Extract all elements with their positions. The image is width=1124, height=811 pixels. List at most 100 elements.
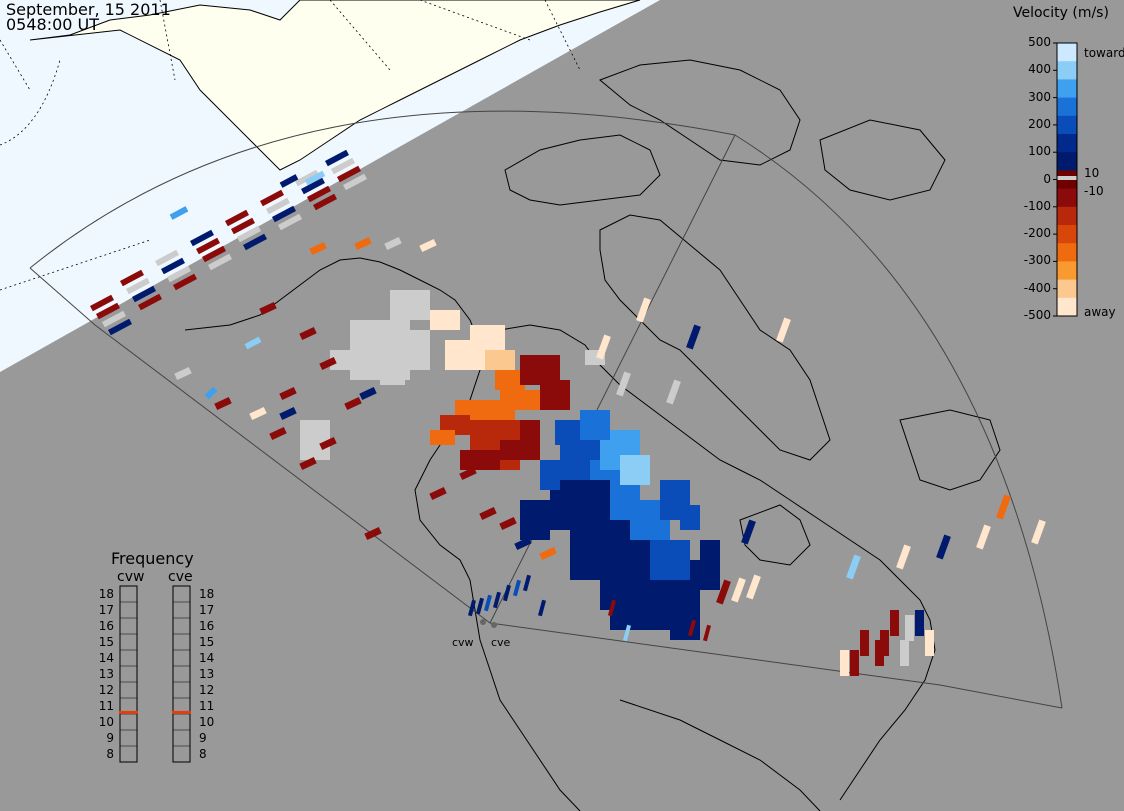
frequency-level-label: 12 <box>199 683 215 697</box>
colorbar-swatch <box>1057 225 1077 244</box>
frequency-level-label: 15 <box>199 635 215 649</box>
backscatter-cell <box>242 233 268 251</box>
frequency-level-label: 8 <box>199 747 207 761</box>
backscatter-cell <box>670 610 700 640</box>
backscatter-cell <box>616 371 631 397</box>
backscatter-cell <box>850 650 859 676</box>
frequency-marker <box>172 710 191 714</box>
backscatter-cell <box>319 436 337 451</box>
backscatter-cell <box>419 238 437 253</box>
backscatter-cell <box>154 249 180 267</box>
backscatter-cell <box>429 486 447 501</box>
backscatter-cell <box>430 310 460 330</box>
backscatter-cell <box>741 519 756 545</box>
backscatter-cell <box>230 217 256 235</box>
backscatter-cell <box>840 650 849 676</box>
frequency-level-label: 18 <box>199 587 215 601</box>
backscatter-cell <box>702 624 712 642</box>
backscatter-cell <box>125 277 151 295</box>
sunlit-landmass <box>29 0 641 171</box>
backscatter-cell <box>330 157 356 175</box>
backscatter-cell <box>467 599 477 617</box>
frequency-level-label: 11 <box>199 699 215 713</box>
colorbar-swatch <box>1057 279 1077 299</box>
backscatter-cell <box>666 379 681 405</box>
frequency-level-label: 9 <box>106 731 114 745</box>
frequency-level-label: 17 <box>199 603 215 617</box>
backscatter-cell <box>716 579 731 605</box>
backscatter-cell <box>249 406 267 421</box>
backscatter-cell <box>195 237 221 255</box>
backscatter-cell <box>299 326 317 341</box>
backscatter-cell <box>306 185 332 203</box>
colorbar-swatch <box>1057 61 1077 80</box>
backscatter-cell <box>502 584 512 602</box>
backscatter-cell <box>137 293 163 311</box>
backscatter-cell <box>269 426 287 441</box>
backscatter-cell <box>119 269 145 287</box>
frequency-level-label: 13 <box>98 667 114 681</box>
backscatter-cell <box>896 544 911 570</box>
backscatter-cell <box>514 536 532 551</box>
backscatter-cell <box>540 460 560 490</box>
backscatter-cell <box>746 574 761 600</box>
backscatter-cell <box>580 410 610 440</box>
backscatter-cell <box>390 290 430 320</box>
backscatter-cell <box>342 173 368 191</box>
frequency-title: Frequency <box>111 549 194 568</box>
frequency-radar-cve: cve <box>168 569 193 585</box>
backscatter-cell <box>304 170 326 186</box>
backscatter-cell <box>380 360 405 385</box>
colorbar-tick-label: 100 <box>1028 144 1051 159</box>
backscatter-cell <box>555 420 580 445</box>
backscatter-cell <box>915 610 924 636</box>
backscatter-cell <box>279 174 299 188</box>
backscatter-cell <box>259 301 277 316</box>
colorbar-tick-label: 500 <box>1028 35 1051 49</box>
backscatter-cell <box>875 640 884 666</box>
frequency-level-label: 10 <box>199 715 215 729</box>
backscatter-cell <box>279 406 297 421</box>
backscatter-cell <box>207 253 233 271</box>
inner-tick-positive: 10 <box>1084 166 1100 180</box>
backscatter-cell <box>410 330 430 370</box>
backscatter-cell <box>336 165 362 183</box>
backscatter-cells <box>89 149 1046 676</box>
backscatter-cell <box>169 206 189 220</box>
backscatter-cell <box>384 236 402 251</box>
backscatter-cell <box>483 594 493 612</box>
colorbar-title: Velocity (m/s) <box>1013 5 1109 21</box>
backscatter-cell <box>512 579 522 597</box>
backscatter-cell <box>996 494 1011 520</box>
backscatter-cell <box>539 546 557 561</box>
backscatter-cell <box>776 317 791 343</box>
backscatter-cell <box>860 630 869 656</box>
frequency-level-label: 14 <box>98 651 114 665</box>
backscatter-cell <box>271 205 297 223</box>
backscatter-cell <box>540 380 570 410</box>
backscatter-cell <box>95 302 121 320</box>
site-label-cve: cve <box>491 636 511 649</box>
backscatter-cell <box>499 516 517 531</box>
colorbar-tick-label: -500 <box>1023 308 1051 322</box>
colorbar-tick-label: -100 <box>1023 198 1051 213</box>
velocity-colorbar <box>1053 42 1078 317</box>
backscatter-cell <box>686 324 701 350</box>
colorbar-tick-label: 0 <box>1043 171 1051 186</box>
backscatter-cell <box>324 149 350 167</box>
frequency-gauge-cvw <box>119 585 138 763</box>
backscatter-cell <box>596 334 611 360</box>
colorbar-tick-label: -300 <box>1023 253 1051 268</box>
frequency-level-label: 13 <box>199 667 215 681</box>
backscatter-cell <box>344 396 362 411</box>
backscatter-cell <box>520 420 540 460</box>
backscatter-cell <box>279 386 297 401</box>
colorbar-tick-label: 200 <box>1028 116 1051 131</box>
daylight-region <box>0 0 660 372</box>
colorbar-swatch <box>1057 206 1077 226</box>
toward-label: toward <box>1084 46 1124 60</box>
backscatter-cell <box>201 245 227 263</box>
backscatter-cell <box>204 386 218 400</box>
backscatter-cell <box>364 526 382 541</box>
